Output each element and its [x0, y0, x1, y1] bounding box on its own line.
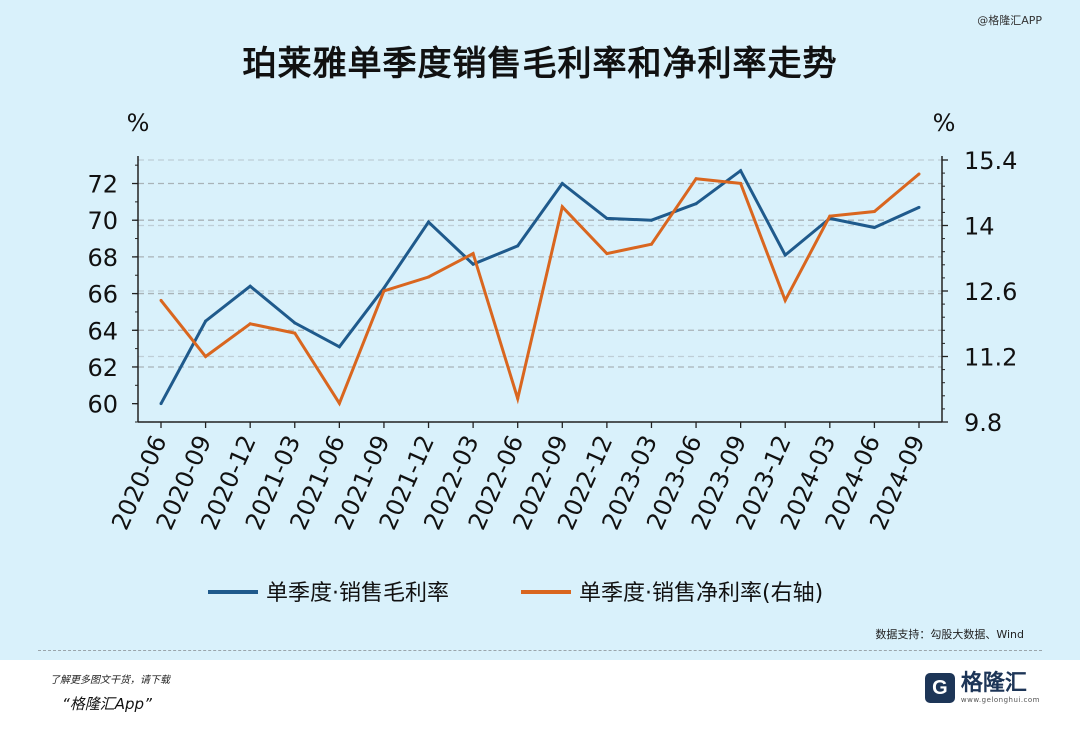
gross-margin-point — [649, 218, 653, 222]
chart-title: 珀莱雅单季度销售毛利率和净利率走势 — [242, 44, 838, 84]
gross-margin-line — [159, 168, 920, 405]
net-margin-point — [204, 355, 208, 358]
left-tick-label: 68 — [87, 244, 118, 272]
left-tick-label: 62 — [87, 354, 118, 382]
left-axis-unit: % — [127, 109, 150, 137]
gross-margin-point — [248, 284, 252, 288]
legend-label-gross-margin: 单季度·销售毛利率 — [266, 581, 449, 606]
net-margin-point — [783, 298, 787, 302]
net-margin-line — [159, 172, 920, 407]
right-tick-label: 11.2 — [964, 344, 1017, 372]
net-margin-point — [471, 252, 475, 256]
left-tick-label: 72 — [87, 171, 118, 199]
net-margin-point — [649, 242, 653, 246]
watermark-top: @格隆汇APP — [977, 14, 1042, 27]
net-margin-point — [560, 205, 564, 209]
net-margin-point — [872, 209, 876, 213]
right-tick-label: 9.8 — [964, 409, 1002, 437]
net-margin-point — [293, 331, 297, 335]
net-margin-point — [337, 401, 341, 405]
left-tick-label: 64 — [87, 317, 118, 345]
footer-app-name: “格隆汇App” — [62, 695, 152, 713]
net-margin-point — [739, 181, 743, 185]
gross-margin-point — [783, 253, 787, 257]
brand-logo[interactable]: G 格隆汇 www.gelonghui.com — [924, 671, 1040, 704]
source-note: 数据支持：勾股大数据、Wind — [875, 628, 1024, 641]
gross-margin-point — [872, 226, 876, 230]
net-margin-point — [248, 322, 252, 326]
legend-label-net-margin: 单季度·销售净利率(右轴) — [579, 581, 823, 606]
net-margin-point — [159, 298, 163, 302]
net-margin-point — [828, 214, 832, 218]
gross-margin-point — [427, 220, 431, 224]
left-tick-label: 66 — [87, 281, 118, 309]
net-margin-point — [382, 289, 386, 293]
net-margin-point — [427, 275, 431, 279]
gross-margin-point — [293, 321, 297, 325]
right-tick-label: 12.6 — [964, 278, 1017, 306]
net-margin-point — [917, 172, 921, 176]
line-chart: % %606264666870729.811.212.61415.42020-06… — [87, 109, 1017, 606]
gross-margin-point — [337, 345, 341, 349]
left-tick-label: 60 — [87, 391, 118, 419]
gross-margin-point — [516, 244, 520, 248]
gross-margin-point — [471, 262, 475, 266]
net-margin-point — [694, 177, 698, 181]
net-margin-point — [516, 397, 520, 401]
footer-download-text: 了解更多图文干货，请下载 — [50, 675, 170, 686]
gross-margin-point — [382, 286, 386, 290]
gross-margin-point — [739, 169, 743, 173]
gross-margin-point — [159, 402, 163, 406]
left-tick-label: 70 — [87, 207, 118, 235]
right-tick-label: 15.4 — [964, 147, 1017, 175]
gross-margin-point — [560, 182, 564, 186]
gross-margin-point — [694, 202, 698, 206]
net-margin-point — [605, 252, 609, 256]
footer-divider — [38, 650, 1042, 651]
gross-margin-point — [917, 205, 921, 209]
right-axis-unit: % — [933, 109, 956, 137]
brand-url: www.gelonghui.com — [960, 696, 1040, 704]
right-tick-label: 14 — [964, 213, 995, 241]
gross-margin-point — [605, 216, 609, 220]
gross-margin-point — [204, 319, 208, 323]
brand-g-icon: G — [924, 673, 955, 703]
brand-name: 格隆汇 — [960, 671, 1027, 696]
